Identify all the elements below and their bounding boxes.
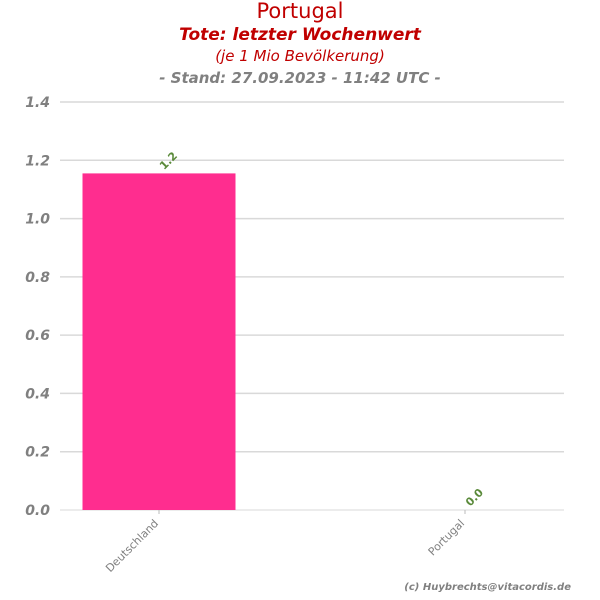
- copyright-credit: (c) Huybrechts@vitacordis.de: [404, 582, 571, 593]
- y-tick-label: 0.6: [25, 328, 50, 344]
- y-tick-label: 1.2: [25, 153, 50, 169]
- y-tick-label: 0.4: [25, 386, 50, 402]
- y-axis: 0.0 0.2 0.4 0.6 0.8 1.0 1.2 1.4: [25, 95, 50, 519]
- data-label: 1.2: [157, 149, 180, 172]
- chart-title: Portugal: [257, 0, 344, 23]
- bars: [82, 173, 236, 510]
- x-tick-label: Deutschland: [103, 517, 161, 575]
- data-label: 0.0: [463, 486, 486, 509]
- chart-subtitle: Tote: letzter Wochenwert: [179, 25, 422, 45]
- y-tick-label: 0.0: [25, 503, 50, 519]
- y-tick-label: 0.8: [25, 270, 50, 286]
- y-tick-label: 1.0: [25, 212, 50, 228]
- y-tick-label: 0.2: [25, 445, 50, 461]
- x-tick-label: Portugal: [426, 517, 467, 558]
- chart-unit-note: (je 1 Mio Bevölkerung): [215, 47, 385, 65]
- x-axis: Deutschland Portugal: [103, 510, 467, 575]
- chart-timestamp: - Stand: 27.09.2023 - 11:42 UTC -: [159, 69, 441, 87]
- bar-deutschland: [82, 173, 236, 510]
- y-tick-label: 1.4: [25, 95, 50, 111]
